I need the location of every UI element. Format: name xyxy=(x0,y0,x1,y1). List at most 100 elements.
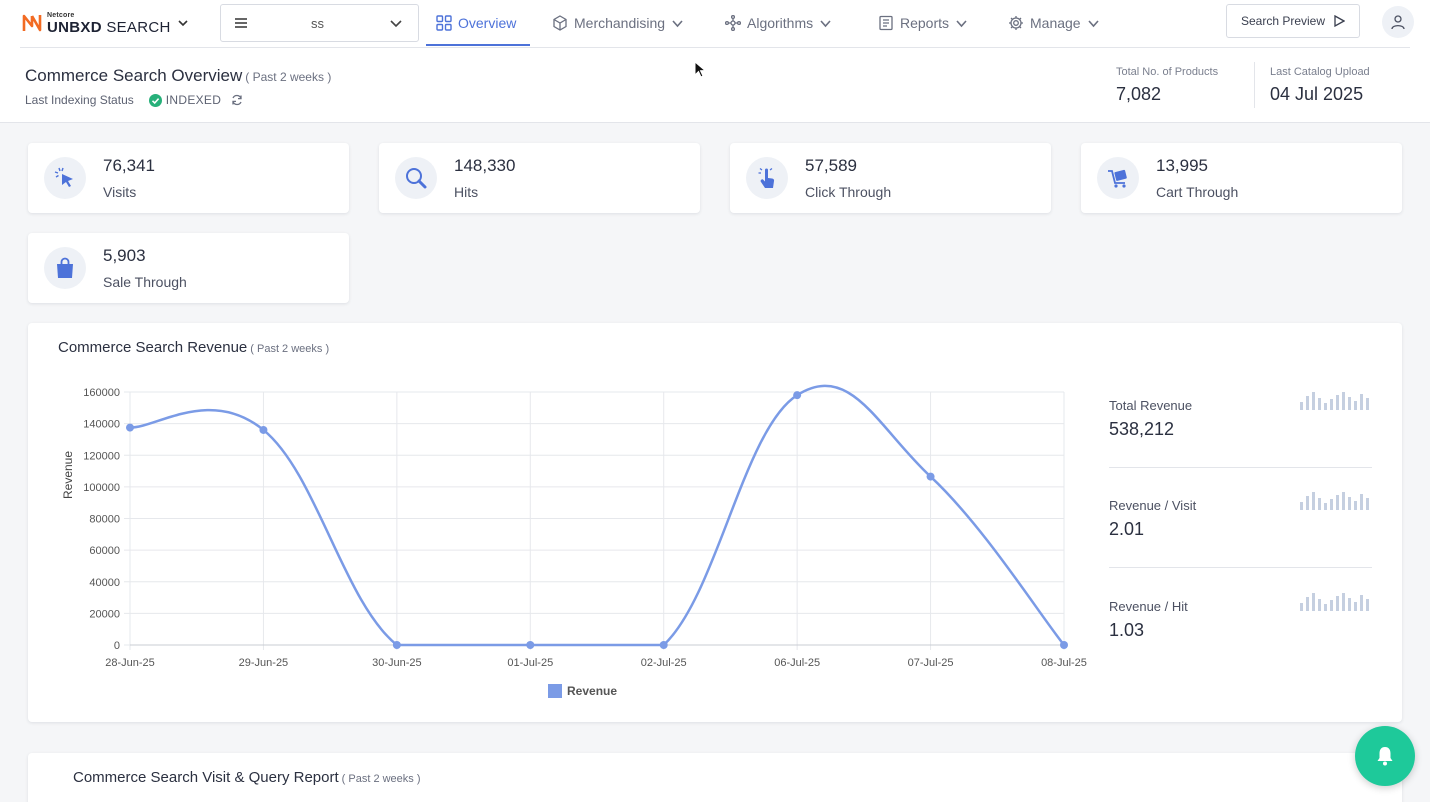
sparkline-bar xyxy=(1354,401,1357,410)
top-navbar: Netcore UNBXD SEARCH ss Overview Merchan… xyxy=(0,0,1430,48)
sparkline-bars-icon xyxy=(1300,593,1369,611)
legend-label[interactable]: Revenue xyxy=(567,684,617,698)
revenue-chart: 0 20000 40000 60000 80000 100000 120000 140000 1… xyxy=(61,384,1087,698)
legend-swatch xyxy=(548,684,562,698)
sparkline-bar xyxy=(1366,498,1369,510)
stat-value: 148,330 xyxy=(454,156,516,175)
stat-value: 76,341 xyxy=(103,156,155,175)
stat-card-hits: 148,330 Hits xyxy=(379,143,700,213)
revenue-title-text: Commerce Search Revenue xyxy=(58,339,248,356)
search-preview-button[interactable]: Search Preview xyxy=(1226,4,1360,38)
chevron-down-icon xyxy=(1087,19,1099,27)
last-catalog-upload: Last Catalog Upload 04 Jul 2025 xyxy=(1270,66,1370,105)
x-tick-label: 29-Jun-25 xyxy=(239,657,289,669)
sparkline-bar xyxy=(1318,498,1321,510)
chevron-down-icon xyxy=(820,19,831,27)
refresh-icon[interactable] xyxy=(231,94,243,106)
sparkline-bar xyxy=(1336,596,1339,611)
shopping-bag-icon xyxy=(44,247,86,289)
brand-regular: SEARCH xyxy=(106,18,171,36)
total-products-value: 7,082 xyxy=(1116,84,1162,104)
revenue-data-point[interactable] xyxy=(259,425,268,434)
user-avatar[interactable] xyxy=(1382,6,1414,38)
nav-algorithms[interactable]: Algorithms xyxy=(725,0,832,46)
revenue-data-point[interactable] xyxy=(392,641,401,649)
revenue-title: Commerce Search Revenue( Past 2 weeks ) xyxy=(58,339,329,356)
x-tick-label: 28-Jun-25 xyxy=(105,657,155,669)
revenue-data-point[interactable] xyxy=(659,641,668,649)
y-tick-label: 100000 xyxy=(83,482,120,494)
nav-reports[interactable]: Reports xyxy=(878,0,968,46)
chevron-down-icon[interactable] xyxy=(177,17,189,29)
search-icon xyxy=(395,157,437,199)
sparkline-bar xyxy=(1360,494,1363,510)
revenue-data-point[interactable] xyxy=(1060,641,1068,649)
stat-value: 57,589 xyxy=(805,156,857,175)
x-tick-label: 07-Jul-25 xyxy=(908,657,954,669)
indexing-status-value: INDEXED xyxy=(165,93,222,107)
nav-merchandising[interactable]: Merchandising xyxy=(552,0,684,46)
stat-value: 5,903 xyxy=(103,246,146,265)
sparkline-bar xyxy=(1354,602,1357,611)
nav-algorithms-label: Algorithms xyxy=(747,15,814,31)
sparkline-bars-icon xyxy=(1300,392,1369,410)
y-tick-label: 60000 xyxy=(89,545,120,557)
nav-overview[interactable]: Overview xyxy=(436,0,516,46)
navbar-divider xyxy=(20,47,1410,48)
nav-reports-label: Reports xyxy=(900,15,950,31)
bell-icon xyxy=(1377,747,1393,766)
sparkline-bar xyxy=(1336,395,1339,410)
brand-bold: UNBXD xyxy=(47,18,102,36)
y-tick-label: 140000 xyxy=(83,419,120,431)
kpi-value: 2.01 xyxy=(1109,519,1145,539)
revenue-data-point[interactable] xyxy=(926,472,935,481)
kpi-total-revenue: Total Revenue 538,212 xyxy=(1109,392,1372,440)
sparkline-bar xyxy=(1312,593,1315,611)
cube-icon xyxy=(553,15,567,31)
revenue-data-point[interactable] xyxy=(126,423,134,432)
sparkline-bar xyxy=(1348,497,1351,510)
kpi-revenue-per-visit: Revenue / Visit 2.01 xyxy=(1109,492,1372,540)
x-tick-label: 02-Jul-25 xyxy=(641,657,687,669)
brand-logo[interactable]: Netcore UNBXD SEARCH xyxy=(22,9,189,37)
stat-value: 13,995 xyxy=(1156,156,1208,175)
revenue-data-point[interactable] xyxy=(526,641,535,649)
sparkline-bar xyxy=(1366,398,1369,410)
stat-card-click-through: 57,589 Click Through xyxy=(730,143,1051,213)
chevron-down-icon xyxy=(672,19,683,27)
nav-overview-label: Overview xyxy=(458,15,517,31)
check-circle-icon xyxy=(148,93,162,107)
y-tick-label: 40000 xyxy=(89,577,120,589)
sparkline-bar xyxy=(1318,398,1321,410)
revenue-series-line xyxy=(129,384,1065,647)
kpi-label: Revenue / Visit xyxy=(1109,498,1197,513)
x-tick-label: 06-Jul-25 xyxy=(774,657,820,669)
stat-label: Cart Through xyxy=(1156,184,1239,200)
sparkline-bar xyxy=(1348,397,1351,410)
user-icon xyxy=(1391,15,1405,30)
revenue-period: ( Past 2 weeks ) xyxy=(250,343,330,355)
sparkline-bar xyxy=(1348,598,1351,611)
site-selector[interactable]: ss xyxy=(220,4,419,42)
revenue-data-point[interactable] xyxy=(793,391,802,400)
sparkline-bar xyxy=(1300,502,1303,510)
kpi-label: Revenue / Hit xyxy=(1109,599,1188,614)
sparkline-bar xyxy=(1300,603,1303,611)
revenue-card: Commerce Search Revenue( Past 2 weeks ) … xyxy=(28,323,1402,722)
netcore-logo-icon xyxy=(22,14,42,32)
total-products: Total No. of Products 7,082 xyxy=(1116,66,1218,105)
brand-small: Netcore xyxy=(47,11,75,19)
play-icon xyxy=(1334,15,1346,27)
y-tick-label: 120000 xyxy=(83,450,120,462)
y-tick-label: 20000 xyxy=(89,608,120,620)
kpi-label: Total Revenue xyxy=(1109,398,1193,413)
nav-manage[interactable]: Manage xyxy=(1008,0,1100,46)
chevron-down-icon xyxy=(390,20,402,28)
sparkline-bars-icon xyxy=(1300,492,1369,510)
sparkline-bar xyxy=(1312,392,1315,410)
notification-button[interactable] xyxy=(1355,726,1415,786)
page-title: Commerce Search Overview( Past 2 weeks ) xyxy=(25,66,331,86)
kpi-value: 1.03 xyxy=(1109,620,1145,640)
menu-icon xyxy=(235,18,247,28)
sparkline-bar xyxy=(1324,403,1327,410)
